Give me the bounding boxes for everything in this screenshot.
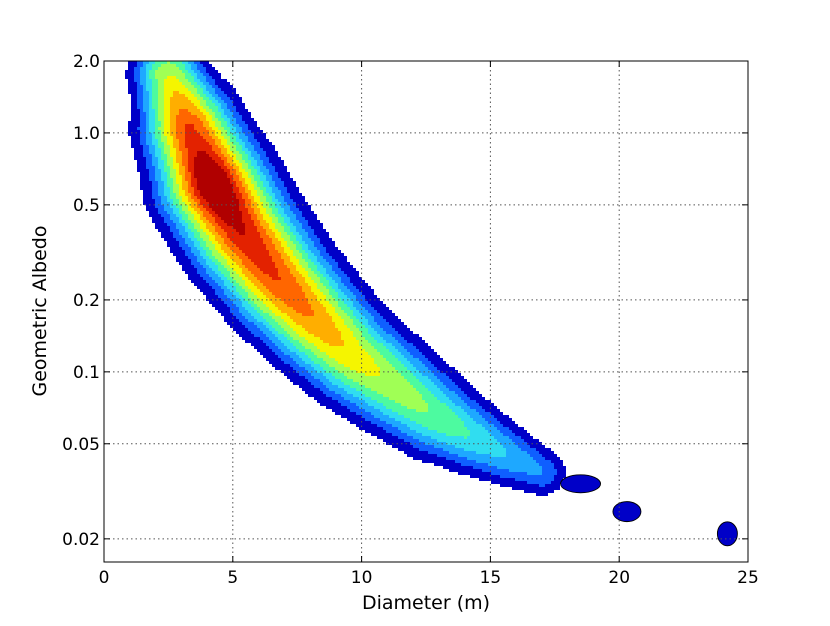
y-tick-label: 0.05 <box>62 435 100 455</box>
y-axis-title: Geometric Albedo <box>29 226 51 397</box>
y-tick-label: 0.1 <box>73 363 100 383</box>
plot-frame <box>103 60 749 563</box>
grid-lines <box>104 61 748 562</box>
x-tick-label: 15 <box>480 568 502 588</box>
x-tick-label: 10 <box>351 568 373 588</box>
contour-island <box>716 521 738 547</box>
y-tick-label: 0.2 <box>73 291 100 311</box>
contour-island <box>612 501 642 523</box>
y-tick-label: 0.02 <box>62 530 100 550</box>
y-tick-label: 1.0 <box>73 124 100 144</box>
axis-ticks: 0 5 10 15 20 25 0.02 0.05 0.1 0.2 0.5 1.0 2.0 <box>62 52 759 588</box>
x-tick-label: 5 <box>227 568 238 588</box>
x-tick-label: 20 <box>608 568 630 588</box>
x-tick-label: 0 <box>99 568 110 588</box>
y-tick-label: 0.5 <box>73 196 100 216</box>
contour-island <box>560 474 602 494</box>
x-axis-title: Diameter (m) <box>362 592 490 614</box>
contour-layer <box>125 61 738 547</box>
x-tick-label: 25 <box>737 568 759 588</box>
y-tick-label: 2.0 <box>73 52 100 72</box>
contour-band <box>194 151 245 235</box>
